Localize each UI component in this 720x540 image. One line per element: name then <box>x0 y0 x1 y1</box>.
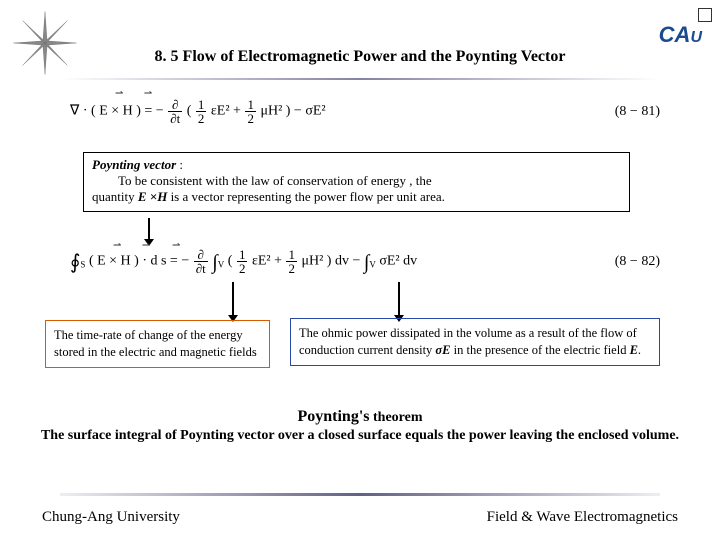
oint-icon: ∮ <box>70 252 80 274</box>
corner-marker <box>698 8 712 22</box>
eq1-p3: μH² ) − σE² <box>260 104 325 119</box>
arrow-to-eq2 <box>148 218 150 240</box>
footer-course: Field & Wave Electromagnetics <box>487 509 678 526</box>
ohmic-E: E <box>630 343 638 357</box>
eq1-body: ∇ · ( E × H ) = − ∂∂t ( 12 εE² + 12 μH² … <box>70 98 326 125</box>
eq2-p4: μH² ) dv − <box>301 254 363 269</box>
cau-logo: CAU <box>659 22 702 48</box>
poynting-line1: To be consistent with the law of conserv… <box>92 173 432 188</box>
partial-frac: ∂∂t <box>168 98 182 125</box>
eq2-number: (8 − 82) <box>615 254 660 270</box>
ohmic-power-box: The ohmic power dissipated in the volume… <box>290 318 660 366</box>
arrow-to-energy-box <box>232 282 234 316</box>
theorem-heading-a: Poynting's <box>297 408 369 425</box>
poynting-exh: E ×H <box>138 189 167 204</box>
footer-university: Chung-Ang University <box>42 509 180 526</box>
theorem-heading-b: theorem <box>370 410 423 425</box>
cau-logo-text: CA <box>659 22 691 47</box>
eq1-number: (8 − 81) <box>615 104 660 120</box>
eq1-p2: εE² + <box>211 104 245 119</box>
poynting-line2a: quantity <box>92 189 138 204</box>
half-frac-3: 12 <box>237 248 248 275</box>
poynting-theorem: Poynting's theorem The surface integral … <box>0 408 720 444</box>
theorem-body: The surface integral of Poynting vector … <box>0 428 720 444</box>
eq1-lhs: ∇ · ( E × H ) = − <box>70 104 164 119</box>
title-divider <box>60 78 660 80</box>
oint-sub: S <box>80 260 85 270</box>
eq2-p1: ( E × H ) · d s = − <box>89 254 189 269</box>
eq2-body: ∮S ( E × H ) · d s = − ∂∂t ∫V ( 12 εE² +… <box>70 248 417 275</box>
slide-title: 8. 5 Flow of Electromagnetic Power and t… <box>0 48 720 66</box>
half-frac-1: 12 <box>196 98 207 125</box>
poynting-vector-definition-box: Poynting vector : To be consistent with … <box>83 152 630 212</box>
eq2-p2: ( <box>228 254 233 269</box>
int2-sub: V <box>369 260 376 270</box>
ohmic-text-c: in the presence of the electric field <box>451 343 630 357</box>
energy-storage-box: The time-rate of change of the energy st… <box>45 320 270 368</box>
energy-storage-text: The time-rate of change of the energy st… <box>54 328 257 359</box>
cau-logo-u: U <box>690 29 702 46</box>
university-star-logo <box>10 8 80 78</box>
arrow-to-ohmic-box <box>398 282 400 316</box>
ohmic-sigmaE: σE <box>435 343 450 357</box>
half-frac-4: 12 <box>286 248 297 275</box>
eq2-p3: εE² + <box>252 254 286 269</box>
poynting-title: Poynting vector <box>92 157 176 172</box>
equation-8-82: ∮S ( E × H ) · d s = − ∂∂t ∫V ( 12 εE² +… <box>70 248 660 275</box>
poynting-line2c: is a vector representing the power flow … <box>167 189 445 204</box>
equation-8-81: ∇ · ( E × H ) = − ∂∂t ( 12 εE² + 12 μH² … <box>70 98 660 125</box>
poynting-colon: : <box>176 157 183 172</box>
eq1-p1: ( <box>187 104 195 119</box>
half-frac-2: 12 <box>245 98 256 125</box>
footer-divider <box>60 493 660 496</box>
eq2-p5: σE² dv <box>379 254 417 269</box>
ohmic-text-e: . <box>638 343 641 357</box>
partial-frac-2: ∂∂t <box>194 248 208 275</box>
int1-sub: V <box>218 260 225 270</box>
